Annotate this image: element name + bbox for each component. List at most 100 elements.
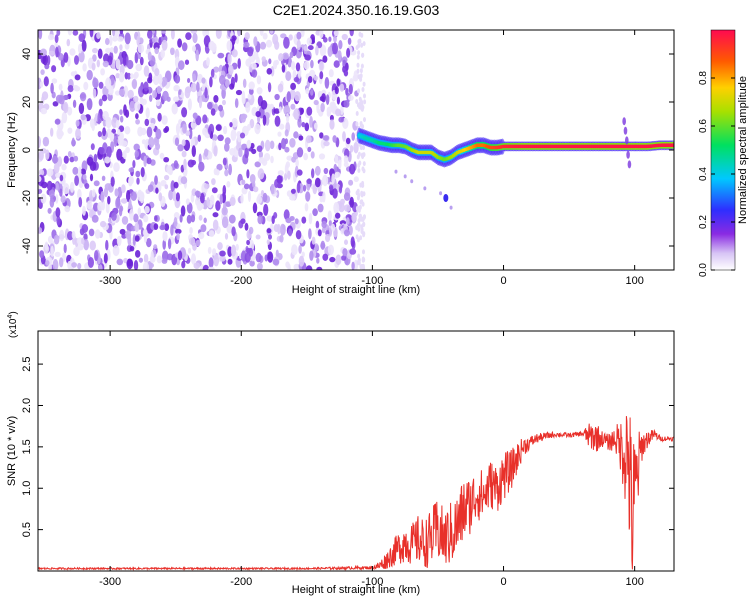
spectrogram-noise-mark: [316, 257, 320, 264]
spectrogram-noise-mark: [294, 91, 301, 102]
spectrogram-noise-mark: [328, 69, 334, 78]
spectrogram-noise-mark: [221, 87, 226, 100]
spectrogram-noise-mark: [202, 264, 210, 270]
spectrogram-noise-mark: [247, 190, 252, 202]
spectrogram-noise-mark: [79, 92, 87, 102]
spectrogram-noise-mark: [198, 203, 204, 210]
spectrogram-noise-mark: [333, 202, 340, 214]
spectrogram-noise-mark: [134, 52, 139, 64]
spectrogram-noise-mark: [144, 118, 150, 127]
spectrogram-noise-mark: [306, 178, 312, 185]
spectrogram-noise-mark: [298, 135, 304, 141]
spectrogram-noise-mark: [72, 166, 79, 175]
spectrogram-noise-mark: [74, 55, 79, 65]
spectrogram-noise-mark: [222, 99, 226, 106]
spectrogram-noise-mark: [301, 251, 305, 258]
spectrogram-noise-mark: [166, 96, 171, 102]
spectrogram-noise-mark: [77, 43, 83, 54]
spectrogram-noise-mark: [243, 41, 250, 48]
spectrogram-noise-mark: [258, 150, 263, 159]
spectrogram-noise-mark: [187, 78, 191, 83]
spectrogram-noise-edge-mark: [363, 99, 367, 105]
spectrogram-noise-mark: [100, 191, 105, 203]
spectrogram-noise-mark: [42, 53, 48, 66]
spectrogram-noise-mark: [209, 194, 215, 205]
spectrogram-noise-mark: [69, 48, 76, 56]
spectrogram-noise-mark: [328, 184, 334, 191]
spectrogram-noise-edge-mark: [357, 74, 361, 80]
spectrogram-noise-mark: [170, 224, 174, 236]
spectrogram-noise-mark: [244, 32, 250, 41]
spectrogram-noise-mark: [309, 115, 313, 128]
spectrogram-noise-mark: [303, 184, 307, 192]
spectrogram-noise-mark: [126, 258, 134, 270]
spectrogram-noise-mark: [231, 226, 236, 237]
spectrogram-noise-mark: [281, 64, 286, 73]
spectrogram-noise-mark: [219, 254, 226, 262]
spectrogram-noise-mark: [103, 53, 110, 64]
spectrogram-noise-mark: [267, 82, 272, 93]
spectrogram-noise-mark: [132, 160, 136, 169]
spectrogram-noise-mark: [61, 111, 68, 124]
spectrogram-noise-mark: [211, 178, 216, 186]
spectrogram-noise-mark: [83, 239, 89, 251]
spectrogram-noise-mark: [319, 195, 324, 203]
spectrogram-noise-mark: [224, 169, 229, 177]
spectrogram-noise-mark: [226, 223, 233, 234]
spectrogram-noise-mark: [327, 46, 333, 57]
spectrogram-noise-mark: [120, 115, 124, 123]
spectrogram-noise-mark: [190, 82, 197, 93]
spectrogram-noise-mark: [43, 243, 50, 254]
spectrogram-noise-mark: [74, 175, 79, 187]
spectrogram-noise-mark: [198, 214, 203, 221]
spectrogram-noise-mark: [153, 244, 158, 250]
spectrogram-noise-mark: [325, 233, 331, 243]
spectrogram-noise-edge-mark: [356, 237, 360, 243]
spectrogram-noise-mark: [271, 215, 275, 225]
spectrogram-noise-mark: [94, 250, 99, 262]
spectrogram-noise-mark: [177, 250, 183, 261]
spectrogram-noise-mark: [148, 136, 155, 148]
spectrogram-noise-mark: [257, 215, 263, 225]
spectrogram-noise-edge-mark: [355, 111, 359, 116]
spectrogram-noise-mark: [126, 72, 131, 80]
spectrogram-noise-mark: [137, 207, 141, 216]
spectrogram-noise-mark: [51, 78, 58, 84]
spectrogram-noise-mark: [229, 122, 233, 128]
spectrogram-noise-mark: [320, 240, 326, 250]
spectrogram-noise-mark: [320, 102, 325, 113]
spectrogram-noise-mark: [348, 95, 354, 101]
spectrogram-noise-mark: [91, 122, 95, 132]
spectrogram-noise-mark: [156, 255, 163, 264]
spectrogram-noise-mark: [122, 54, 127, 67]
spectrogram-noise-mark: [218, 104, 223, 112]
snr-x-axis: -300 -200 -100 0 100: [99, 331, 644, 588]
spectrogram-noise-mark: [93, 153, 98, 163]
spectrogram-noise-mark: [213, 66, 220, 73]
spectrogram-noise-mark: [349, 145, 354, 153]
spectrogram-noise-mark: [307, 146, 312, 153]
spectrogram-noise-mark: [46, 168, 54, 177]
spectrogram-noise-mark: [125, 230, 132, 240]
spectrogram-noise-mark: [38, 176, 42, 182]
spectrogram-noise-mark: [293, 131, 299, 139]
spectrogram-noise-mark: [173, 217, 178, 228]
spectrogram-noise-mark: [315, 220, 320, 229]
spectrogram-noise-mark: [308, 212, 313, 225]
spectrogram-noise-edge-mark: [363, 117, 366, 123]
spectrogram-noise-mark: [211, 187, 218, 194]
spectrogram-noise-mark: [174, 137, 180, 146]
spectrogram-noise-mark: [235, 243, 239, 251]
spectrogram-noise-mark: [306, 106, 313, 116]
spectrogram-noise-mark: [77, 262, 82, 270]
spectrogram-noise-mark: [67, 85, 74, 93]
spectrogram-noise-edge-mark: [356, 223, 360, 228]
spectrogram-noise-edge-mark: [362, 145, 365, 151]
spectrogram-noise-mark: [203, 148, 209, 157]
spectrogram-noise-edge-mark: [359, 235, 363, 241]
snr-x-tick-label: -200: [230, 576, 252, 588]
spectrogram-noise-mark: [270, 155, 274, 164]
spectrogram-noise-mark: [159, 224, 166, 231]
spectrogram-noise-mark: [255, 111, 261, 118]
spectrogram-noise-mark: [173, 85, 178, 92]
